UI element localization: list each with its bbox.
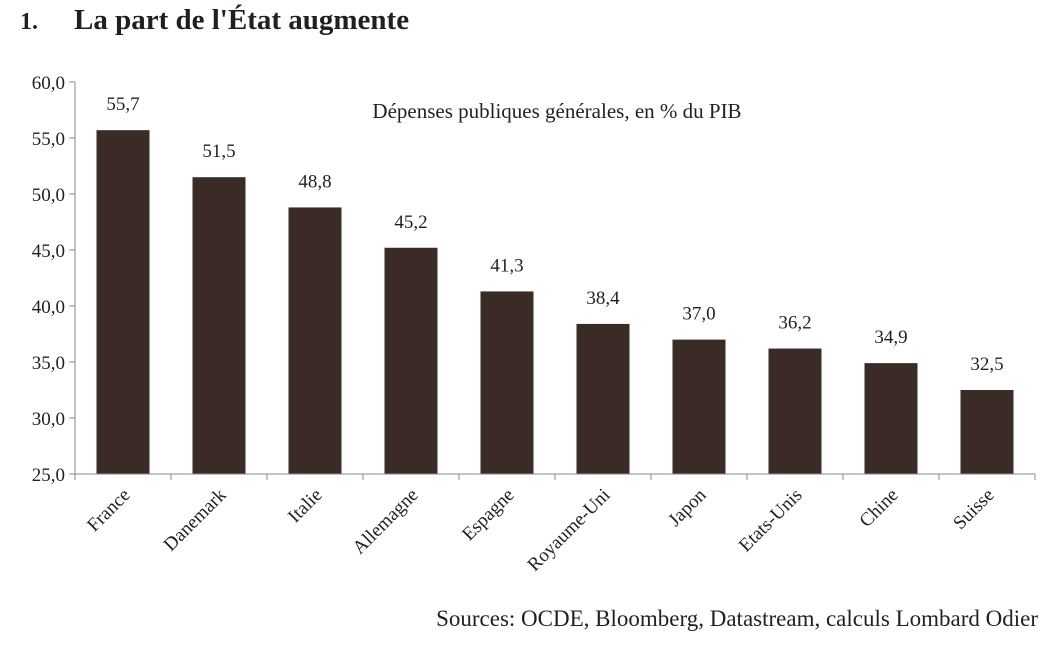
value-label: 41,3: [490, 255, 523, 276]
bar: [672, 339, 726, 474]
value-label: 51,5: [202, 141, 235, 162]
value-label: 34,9: [874, 327, 907, 348]
bar-chart: Dépenses publiques générales, en % du PI…: [32, 73, 1036, 576]
y-tick-label: 45,0: [32, 241, 65, 262]
bar: [288, 207, 342, 474]
bar: [96, 130, 150, 474]
value-label: 48,8: [298, 171, 331, 192]
x-tick-label: Royaume-Uni: [524, 485, 615, 576]
figure-title: La part de l'État augmente: [74, 4, 410, 36]
value-label: 38,4: [586, 288, 620, 309]
y-tick-label: 50,0: [32, 185, 65, 206]
bar: [192, 177, 246, 474]
bar: [864, 363, 918, 474]
chart-title: Dépenses publiques générales, en % du PI…: [372, 99, 741, 123]
bars: 55,7 51,5 48,8 45,2 41,3 38,4 37,0 36,2 34,9 32,5: [96, 94, 1014, 474]
x-tick-label: Allemagne: [349, 485, 423, 559]
x-tick-label: France: [83, 485, 134, 536]
y-tick-label: 55,0: [32, 129, 65, 150]
x-tick-label: Chine: [856, 485, 903, 532]
y-tick-label: 40,0: [32, 297, 65, 318]
value-label: 37,0: [682, 304, 715, 325]
bar: [384, 247, 438, 474]
x-tick-label: Italie: [284, 485, 326, 527]
value-label: 45,2: [394, 212, 427, 233]
x-tick-label: Etats-Unis: [735, 485, 807, 557]
bar: [960, 390, 1014, 474]
x-tick-label: Japon: [664, 484, 711, 531]
y-tick-label: 25,0: [32, 465, 65, 486]
bar: [768, 348, 822, 474]
y-tick-label: 60,0: [32, 73, 65, 94]
figure-number: 1.: [20, 9, 38, 35]
x-tick-label: Suisse: [949, 485, 998, 534]
y-tick-label: 35,0: [32, 353, 65, 374]
y-tick-label: 30,0: [32, 409, 65, 430]
bar: [576, 323, 630, 474]
value-label: 36,2: [778, 313, 811, 334]
value-label: 32,5: [970, 354, 1003, 375]
x-axis: France Danemark Italie Allemagne Espagne Roya…: [74, 473, 1036, 576]
y-axis: 25,0 30,0 35,0 40,0 45,0 50,0 55,0 60,0: [32, 73, 76, 486]
x-tick-label: Espagne: [458, 485, 518, 545]
figure-heading: 1. La part de l'État augmente: [20, 4, 409, 37]
bar: [480, 291, 534, 474]
value-label: 55,7: [106, 94, 139, 115]
source-note: Sources: OCDE, Bloomberg, Datastream, ca…: [436, 606, 1038, 631]
x-tick-label: Danemark: [160, 484, 231, 555]
